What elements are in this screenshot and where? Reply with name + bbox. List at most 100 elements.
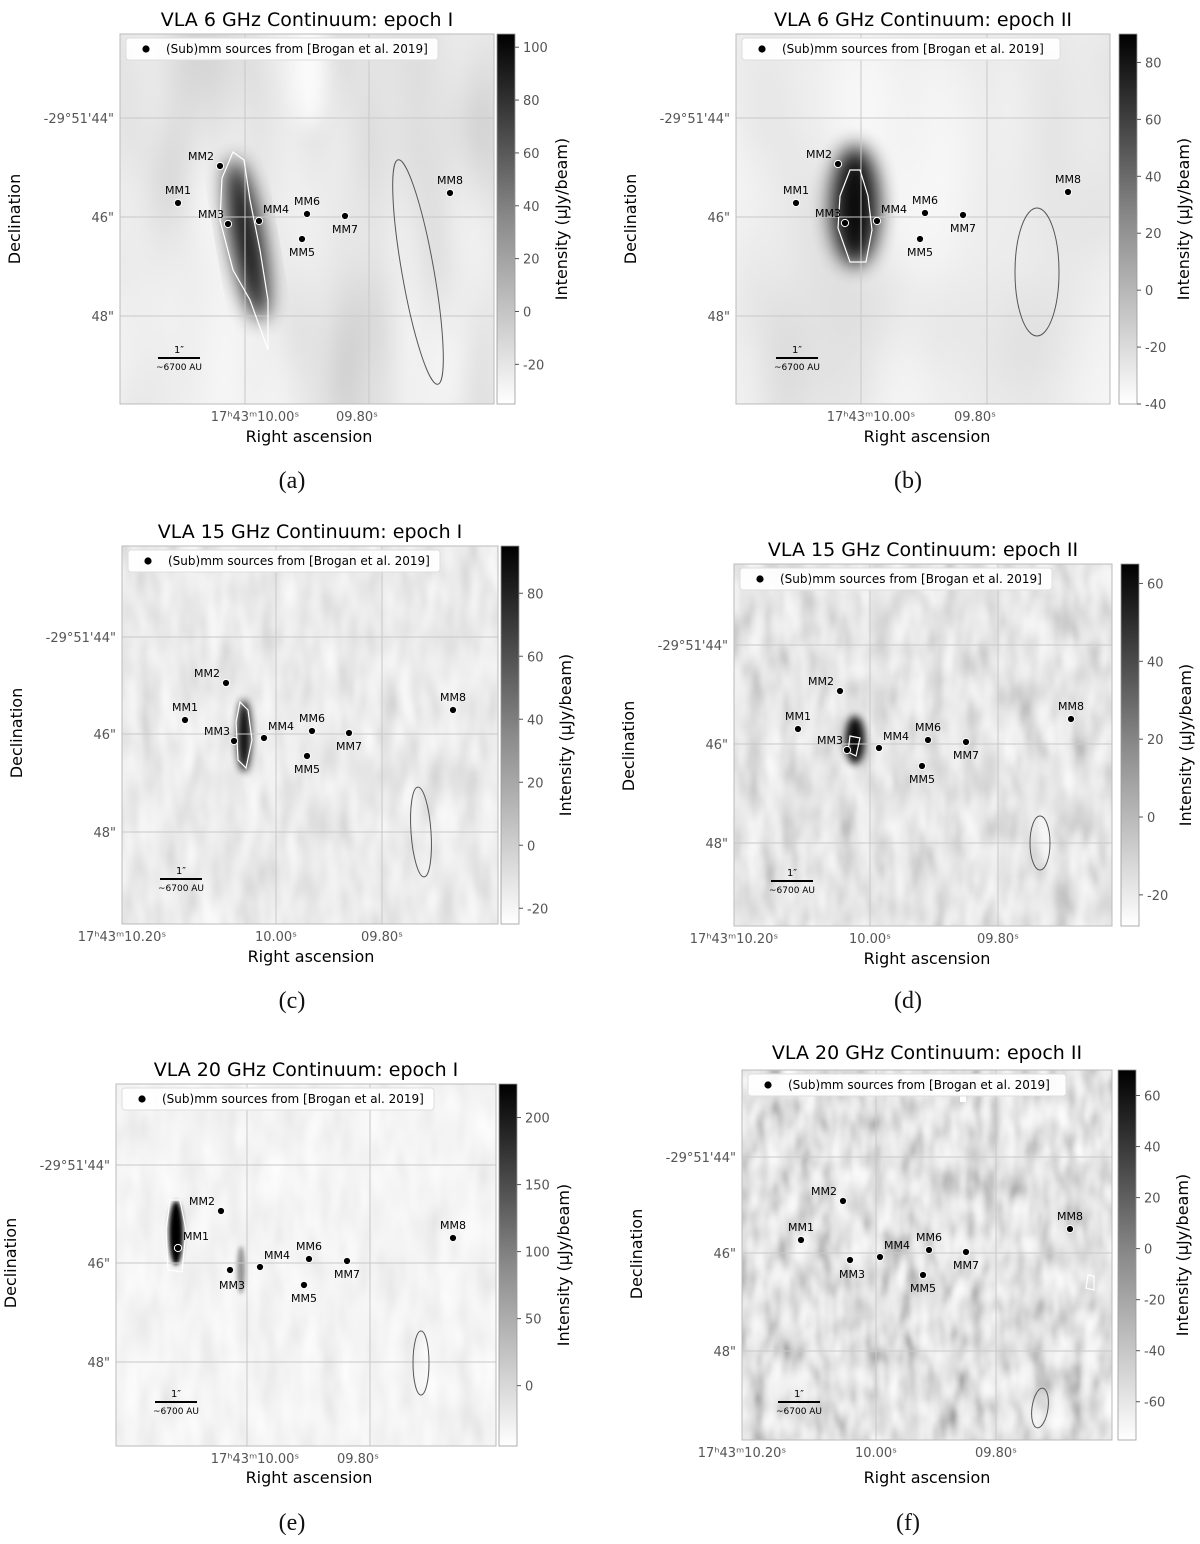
legend-label: (Sub)mm sources from [Brogan et al. 2019… [780, 572, 1042, 586]
panel-title: VLA 20 GHz Continuum: epoch II [772, 1042, 1082, 1064]
colorbar-tick-label: 40 [1144, 1141, 1161, 1156]
source-marker-mm2 [838, 1196, 848, 1206]
x-tick-label: 17ʰ43ᵐ10.00ˢ [211, 410, 300, 425]
y-tick-label: 48" [713, 1345, 736, 1360]
source-marker-mm1 [180, 715, 190, 725]
source-marker-mm7 [961, 737, 971, 747]
legend-box [127, 549, 441, 573]
y-tick-label: 46" [87, 1257, 110, 1272]
source-marker-mm6 [307, 726, 317, 736]
source-label-mm5: MM5 [907, 246, 933, 259]
panel-e: MM1 MM2 MM3 MM4 MM5 MM6 MM7 MM8 (Sub)mm sources … [1, 1059, 573, 1487]
y-tick-label: 48" [707, 310, 730, 325]
source-marker-mm5 [915, 234, 925, 244]
colorbar-tick-label: 80 [523, 94, 540, 109]
x-tick-label: 17ʰ43ᵐ10.00ˢ [211, 1452, 300, 1467]
source-marker-mm3 [225, 1265, 235, 1275]
panel-title: VLA 15 GHz Continuum: epoch I [158, 521, 463, 543]
caption-a: (a) [278, 468, 306, 494]
colorbar-tick-label: 60 [527, 650, 544, 665]
source-label-mm1: MM1 [785, 710, 811, 723]
source-label-mm2: MM2 [194, 667, 220, 680]
emission-blob [237, 700, 251, 772]
x-tick-label: 09.80ˢ [336, 410, 378, 425]
intensity-contour [165, 1199, 187, 1273]
source-label-mm6: MM6 [294, 195, 320, 208]
source-marker-mm7 [342, 1256, 352, 1266]
x-axis-label: Right ascension [864, 949, 991, 968]
colorbar-tick-label: 50 [525, 1313, 542, 1328]
y-axis-label: Declination [5, 174, 24, 264]
colorbar-tick-label: 40 [1145, 170, 1162, 185]
beam-ellipse [1014, 207, 1060, 337]
y-tick-label: -29°51'44" [666, 1151, 736, 1166]
source-label-mm6: MM6 [916, 1231, 942, 1244]
source-marker-mm8 [448, 705, 458, 715]
legend-box [747, 1073, 1067, 1097]
source-marker-mm3 [840, 218, 850, 228]
source-marker-mm2 [215, 161, 225, 171]
x-tick-label: 09.80ˢ [337, 1452, 379, 1467]
scale-bar-arcsec: 1″ [787, 868, 797, 879]
colorbar-tick-label: 100 [523, 41, 548, 56]
source-label-mm5: MM5 [294, 763, 320, 776]
source-marker-mm4 [254, 216, 264, 226]
legend-label: (Sub)mm sources from [Brogan et al. 2019… [166, 42, 428, 56]
colorbar-tick-label: 0 [1145, 284, 1153, 299]
emission-blob [845, 716, 865, 764]
source-marker-mm7 [340, 211, 350, 221]
source-label-mm8: MM8 [1057, 1210, 1083, 1223]
colorbar-tick-label: 40 [527, 713, 544, 728]
source-label-mm2: MM2 [189, 1195, 215, 1208]
grid-lines [736, 34, 1110, 404]
source-label-mm4: MM4 [881, 203, 907, 216]
y-tick-label: 46" [705, 738, 728, 753]
colorbar-tick-label: -40 [1144, 1345, 1165, 1360]
source-label-mm5: MM5 [291, 1292, 317, 1305]
source-label-mm7: MM7 [950, 222, 976, 235]
source-label-mm4: MM4 [263, 203, 289, 216]
source-marker-mm7 [958, 210, 968, 220]
heatmap-image [120, 34, 494, 404]
source-label-mm7: MM7 [334, 1268, 360, 1281]
source-label-mm2: MM2 [806, 148, 832, 161]
plot-frame [735, 33, 1111, 405]
scale-bar-au: ~6700 AU [769, 886, 815, 896]
beam-ellipse [392, 159, 444, 385]
source-label-mm6: MM6 [915, 721, 941, 734]
x-tick-label: 17ʰ43ᵐ10.20ˢ [690, 932, 779, 947]
source-label-mm8: MM8 [1055, 173, 1081, 186]
colorbar-tick-label: -60 [1144, 1396, 1165, 1411]
source-label-mm2: MM2 [188, 150, 214, 163]
source-label-mm6: MM6 [296, 1240, 322, 1253]
source-label-mm1: MM1 [172, 701, 198, 714]
source-label-mm5: MM5 [909, 773, 935, 786]
plot-frame [115, 1083, 497, 1447]
colorbar-tick-label: 20 [1145, 227, 1162, 242]
x-tick-label: 17ʰ43ᵐ10.20ˢ [698, 1446, 787, 1461]
source-label-mm8: MM8 [440, 1219, 466, 1232]
colorbar-tick-label: 0 [1144, 1243, 1152, 1258]
legend-marker [142, 45, 150, 53]
source-marker-mm6 [302, 209, 312, 219]
colorbar-tick-label: 60 [1147, 577, 1164, 592]
y-tick-label: -29°51'44" [660, 112, 730, 127]
plot-frame [733, 563, 1113, 927]
y-axis-label: Declination [621, 174, 640, 264]
source-label-mm7: MM7 [953, 1259, 979, 1272]
caption-d: (d) [894, 988, 922, 1014]
x-axis-label: Right ascension [864, 427, 991, 446]
source-label-mm5: MM5 [289, 246, 315, 259]
colorbar-tick-label: -20 [527, 902, 548, 917]
x-axis-label: Right ascension [248, 947, 375, 966]
scale-bar-arcsec: 1″ [794, 1389, 804, 1400]
emission-blob [169, 1201, 183, 1265]
beam-ellipse [412, 1330, 430, 1396]
source-marker-mm2 [216, 1206, 226, 1216]
colorbar-tick-label: 60 [1145, 113, 1162, 128]
beam-ellipse [1029, 815, 1051, 871]
source-marker-mm7 [344, 728, 354, 738]
legend-label: (Sub)mm sources from [Brogan et al. 2019… [162, 1092, 424, 1106]
source-marker-mm6 [304, 1254, 314, 1264]
source-marker-mm2 [835, 686, 845, 696]
